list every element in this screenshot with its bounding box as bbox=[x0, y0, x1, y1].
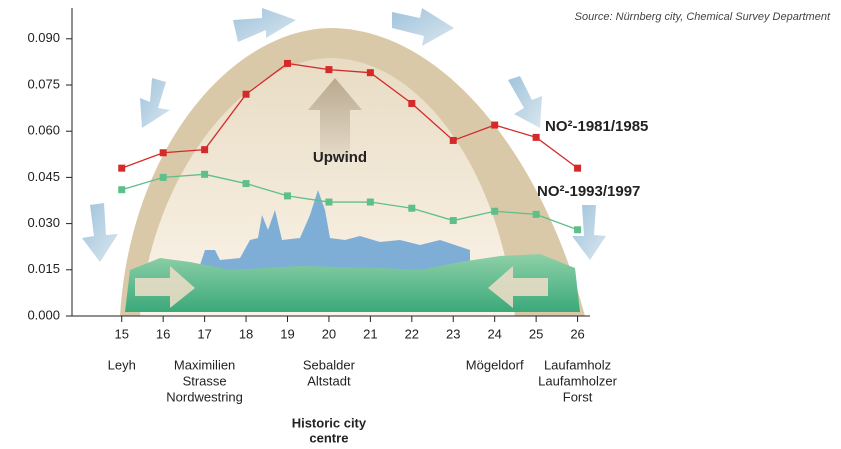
legend-label: NO²-1993/1997 bbox=[537, 183, 640, 200]
point bbox=[243, 91, 250, 98]
x-tick-label: 21 bbox=[363, 326, 377, 341]
district-label: Nordwestring bbox=[166, 389, 243, 404]
point bbox=[450, 217, 457, 224]
x-tick-label: 18 bbox=[239, 326, 253, 341]
point bbox=[325, 66, 332, 73]
y-tick-label: 0.075 bbox=[27, 76, 60, 91]
point bbox=[574, 165, 581, 172]
x-tick-label: 15 bbox=[114, 326, 128, 341]
chart: Source: Nürnberg city, Chemical Survey D… bbox=[0, 0, 841, 449]
centre-label: Historic city bbox=[292, 415, 367, 430]
district-label: Sebalder bbox=[303, 357, 356, 372]
x-tick-label: 22 bbox=[405, 326, 419, 341]
point bbox=[284, 60, 291, 67]
point bbox=[533, 211, 540, 218]
x-tick-label: 16 bbox=[156, 326, 170, 341]
legend-label: NO²-1981/1985 bbox=[545, 118, 648, 135]
x-tick-label: 19 bbox=[280, 326, 294, 341]
point bbox=[408, 205, 415, 212]
point bbox=[243, 180, 250, 187]
district-label: Laufamholz bbox=[544, 357, 611, 372]
point bbox=[284, 192, 291, 199]
point bbox=[408, 100, 415, 107]
centre-label: centre bbox=[309, 430, 348, 445]
point bbox=[450, 137, 457, 144]
point bbox=[367, 69, 374, 76]
district-label: Strasse bbox=[183, 373, 227, 388]
point bbox=[491, 122, 498, 129]
point bbox=[160, 174, 167, 181]
y-tick-label: 0.090 bbox=[27, 30, 60, 45]
x-tick-label: 23 bbox=[446, 326, 460, 341]
point bbox=[533, 134, 540, 141]
y-tick-label: 0.060 bbox=[27, 123, 60, 138]
source: Source: Nürnberg city, Chemical Survey D… bbox=[575, 11, 831, 23]
district-label: Laufamholzer bbox=[538, 373, 617, 388]
point bbox=[325, 199, 332, 206]
y-tick-label: 0.000 bbox=[27, 307, 60, 322]
x-tick-label: 26 bbox=[570, 326, 584, 341]
annotation: Upwind bbox=[313, 149, 367, 166]
district-label: Maximilien bbox=[174, 357, 235, 372]
point bbox=[160, 149, 167, 156]
y-tick-label: 0.030 bbox=[27, 215, 60, 230]
district-label: Forst bbox=[563, 389, 593, 404]
point bbox=[118, 186, 125, 193]
y-tick-label: 0.045 bbox=[27, 169, 60, 184]
point bbox=[367, 199, 374, 206]
district-label: Altstadt bbox=[307, 373, 351, 388]
x-tick-label: 20 bbox=[322, 326, 336, 341]
district-label: Leyh bbox=[108, 357, 136, 372]
point bbox=[201, 171, 208, 178]
y-tick-label: 0.015 bbox=[27, 261, 60, 276]
point bbox=[118, 165, 125, 172]
point bbox=[491, 208, 498, 215]
x-tick-label: 24 bbox=[487, 326, 501, 341]
point bbox=[201, 146, 208, 153]
district-label: Mögeldorf bbox=[466, 357, 524, 372]
x-tick-label: 25 bbox=[529, 326, 543, 341]
point bbox=[574, 226, 581, 233]
x-tick-label: 17 bbox=[197, 326, 211, 341]
